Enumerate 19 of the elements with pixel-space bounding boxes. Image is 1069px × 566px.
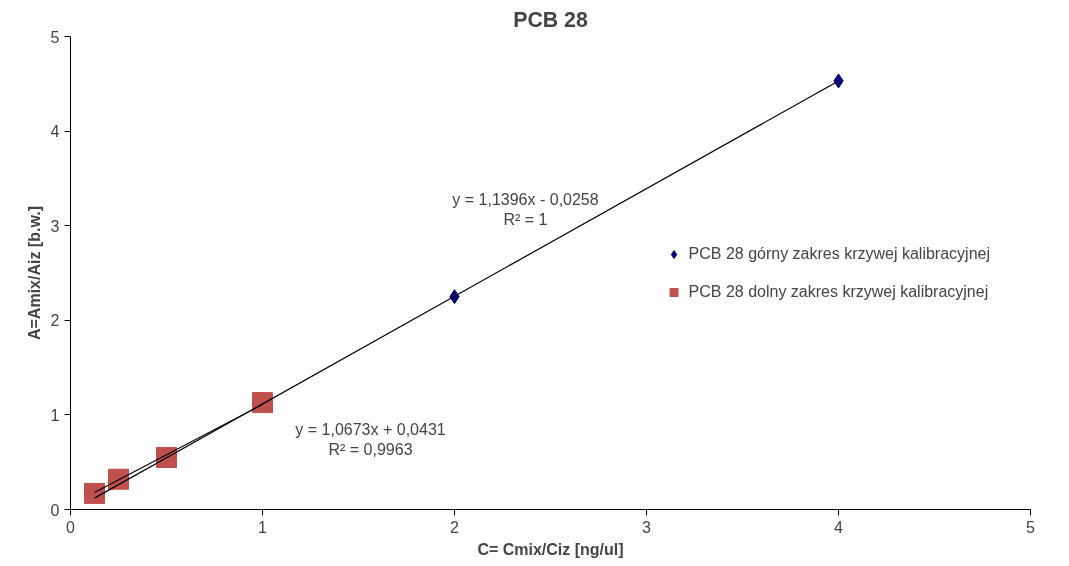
x-tick-label: 0 (66, 518, 76, 536)
y-tick-label: 0 (50, 501, 60, 519)
y-tick-label: 3 (50, 217, 60, 235)
y-tick-label: 1 (50, 406, 60, 424)
y-tick-label: 5 (50, 28, 60, 46)
chart-title: PCB 28 (513, 7, 588, 32)
annotation: y = 1,1396x - 0,0258 R² = 1 (452, 190, 599, 229)
legend-label: PCB 28 dolny zakres krzywej kalibracyjnej (688, 282, 989, 301)
x-axis-title: C= Cmix/Ciz [ng/ul] (477, 540, 624, 558)
x-tick-label: 5 (1026, 518, 1036, 536)
x-tick-label: 2 (450, 518, 460, 536)
y-tick-label: 2 (50, 312, 60, 330)
legend-label: PCB 28 górny zakres krzywej kalibracyjnej (688, 244, 990, 263)
x-tick-label: 1 (258, 518, 268, 536)
x-tick-label: 4 (834, 518, 844, 536)
x-tick-label: 3 (642, 518, 652, 536)
y-axis-title: A=Amix/Aiz [b.w.] (25, 205, 43, 341)
annotation: y = 1,0673x + 0,0431 R² = 0,9963 (295, 420, 446, 459)
y-tick-label: 4 (50, 123, 60, 141)
